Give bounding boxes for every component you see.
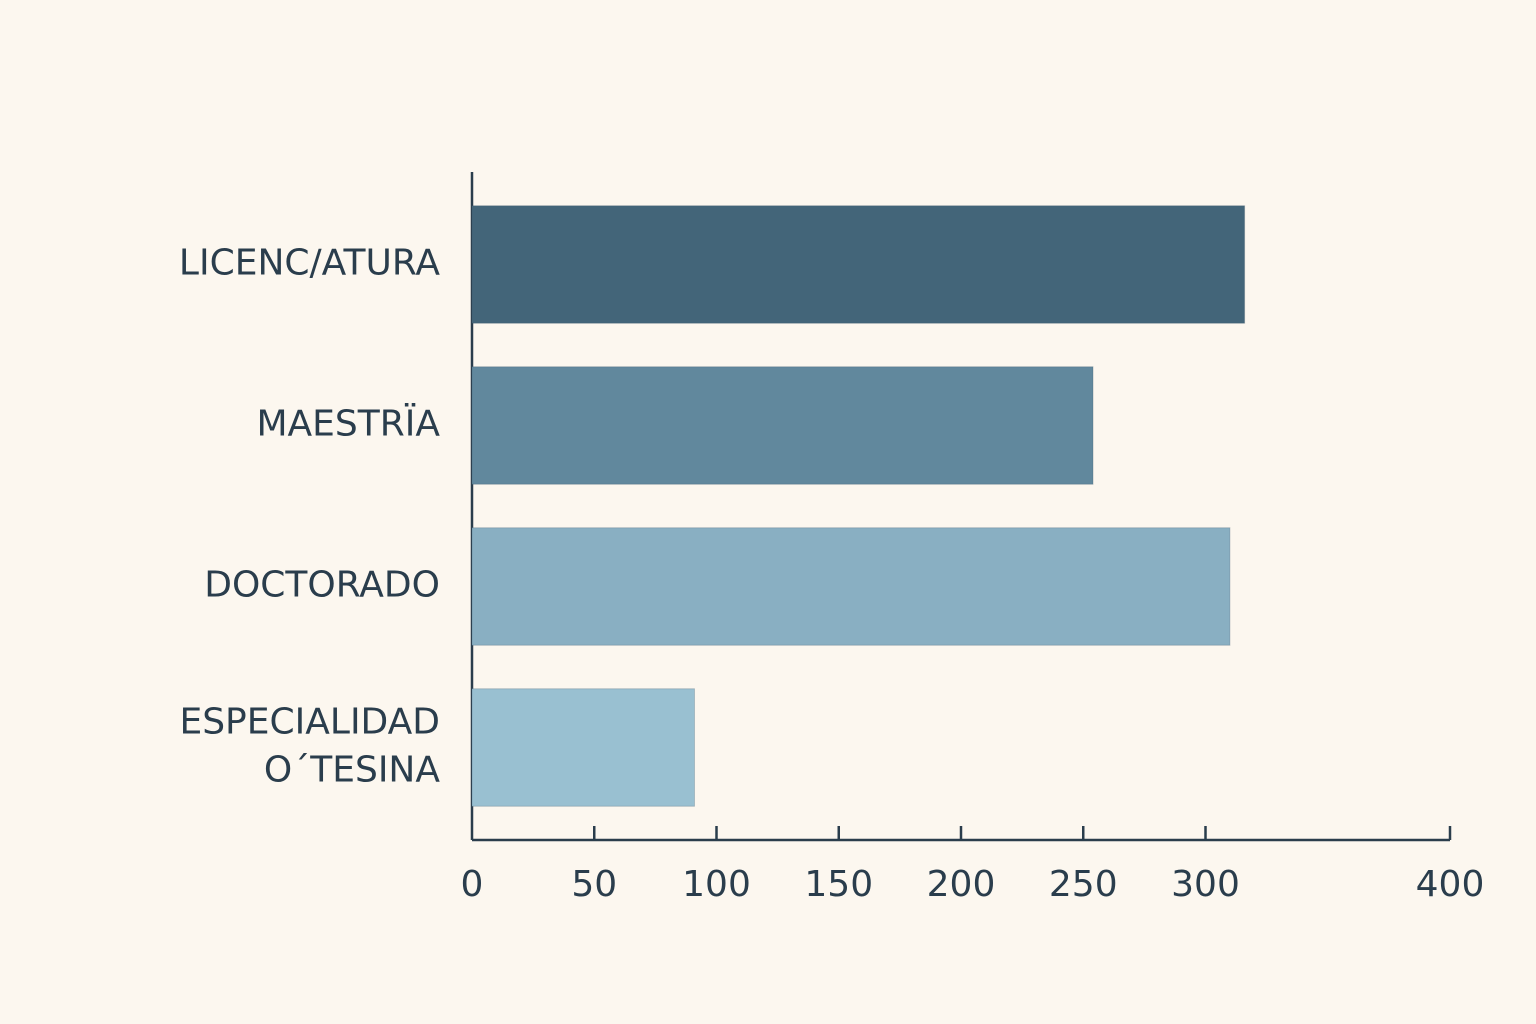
x-tick-label: 250 — [1049, 864, 1118, 905]
bar — [471, 527, 1231, 646]
y-tick-label: ESPECIALIDAD O´TESINA — [179, 702, 440, 791]
x-tick-label: 150 — [804, 864, 873, 905]
x-tick-label: 200 — [927, 864, 996, 905]
x-tick-label: 400 — [1416, 864, 1485, 905]
bar — [471, 205, 1246, 324]
x-tick-label: 0 — [461, 864, 484, 905]
bar — [471, 688, 695, 807]
x-tick-label: 50 — [571, 864, 617, 905]
y-tick-label: DOCTORADO — [204, 565, 440, 606]
x-tick-label: 300 — [1171, 864, 1240, 905]
bar — [471, 366, 1094, 485]
x-tick-label: 100 — [682, 864, 751, 905]
y-tick-label: LICENC/ATURA — [179, 243, 440, 284]
y-tick-label: MAESTRÏA — [256, 403, 440, 445]
